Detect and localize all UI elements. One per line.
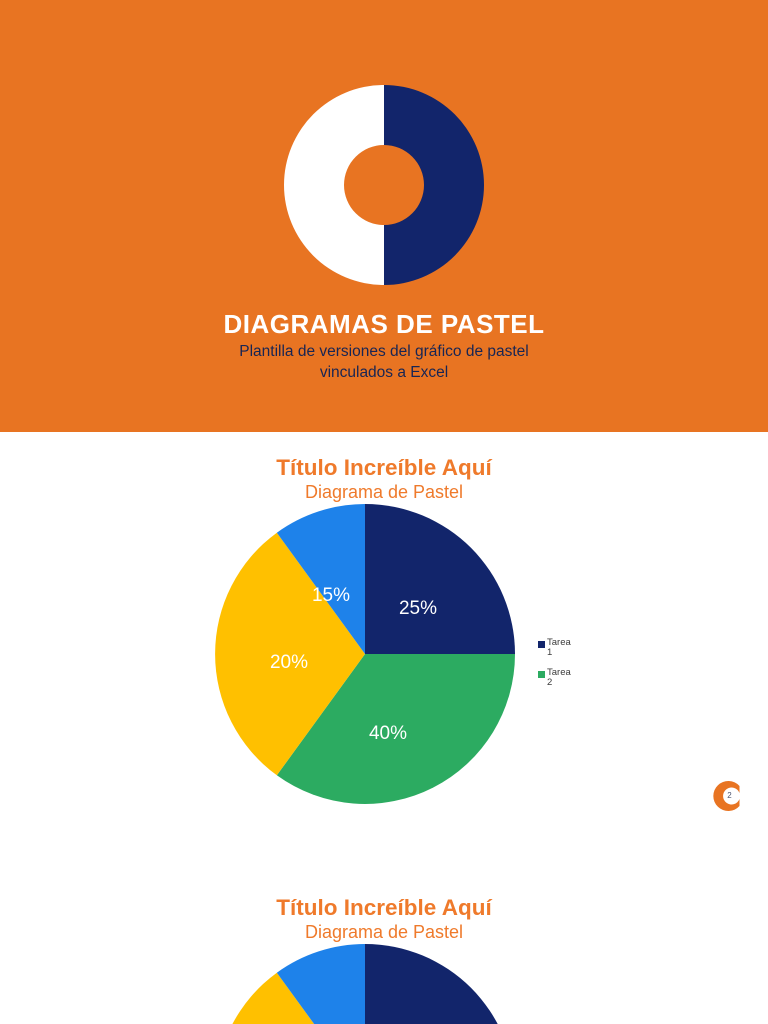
cover-slide: DIAGRAMAS DE PASTEL Plantilla de version…: [0, 0, 768, 432]
cover-subtitle-line-1: Plantilla de versiones del gráfico de pa…: [239, 342, 529, 360]
chart-slide-2: Título Increíble Aquí Diagrama de Pastel…: [0, 432, 768, 872]
pie-slice-tarea-3[interactable]: [215, 972, 365, 1024]
chart-legend: Tarea 1 Tarea 2: [538, 636, 598, 699]
legend-swatch-icon-tarea-2: [538, 670, 545, 678]
pie-slice-tarea-4[interactable]: [276, 503, 365, 654]
page-title: Título Increíble Aquí: [276, 455, 492, 480]
legend-label-tarea-2: Tarea 2: [547, 666, 571, 689]
pie-chart-2: 25% 40% 20% 15%: [215, 503, 515, 804]
page-title-3: Título Increíble Aquí: [276, 895, 492, 920]
pie-chart-3: 25% 40% 20% 15%: [215, 943, 515, 1024]
pie-chart-area-3: 25% 40% 20% 15%: [0, 943, 768, 1024]
pie-slice-tarea-1[interactable]: [365, 503, 515, 654]
legend-label-tarea-1: Tarea 1: [547, 636, 571, 659]
pie-slice-tarea-3[interactable]: [215, 532, 365, 775]
pie-slice-tarea-1[interactable]: [365, 943, 515, 1024]
chart-slide-3: Título Increíble Aquí Diagrama de Pastel…: [0, 872, 768, 1024]
legend-item-tarea-1[interactable]: Tarea 1: [538, 636, 598, 659]
pie-slice-tarea-4[interactable]: [276, 943, 365, 1024]
pie-slice-label-tarea-2: 40%: [369, 723, 407, 744]
donut-chart-logo-icon: [284, 85, 484, 285]
page-number-label: 2: [727, 791, 732, 801]
page-subtitle-3: Diagrama de Pastel: [304, 922, 464, 942]
page-number-badge: 2: [706, 774, 750, 818]
pie-chart-area-2: 25% 40% 20% 15% Tarea 1 Tarea 2: [0, 503, 768, 834]
chart-heading-2: Título Increíble Aquí Diagrama de Pastel: [0, 432, 768, 504]
cover-title: DIAGRAMAS DE PASTEL: [223, 309, 545, 339]
cover-text-block: DIAGRAMAS DE PASTEL Plantilla de version…: [0, 309, 768, 384]
legend-item-tarea-2[interactable]: Tarea 2: [538, 666, 598, 689]
cover-logo-container: [0, 85, 768, 285]
page-subtitle: Diagrama de Pastel: [304, 482, 464, 502]
chart-heading-3: Título Increíble Aquí Diagrama de Pastel: [0, 872, 768, 944]
pie-slice-label-tarea-1: 25%: [399, 598, 437, 619]
pie-slice-tarea-2[interactable]: [276, 653, 515, 804]
pie-slice-label-tarea-4: 15%: [312, 585, 350, 606]
ring-badge-icon: [713, 780, 740, 811]
legend-swatch-icon-tarea-1: [538, 640, 545, 648]
cover-subtitle-line-2: vinculados a Excel: [319, 363, 449, 381]
pie-slice-label-tarea-3: 20%: [270, 652, 308, 673]
